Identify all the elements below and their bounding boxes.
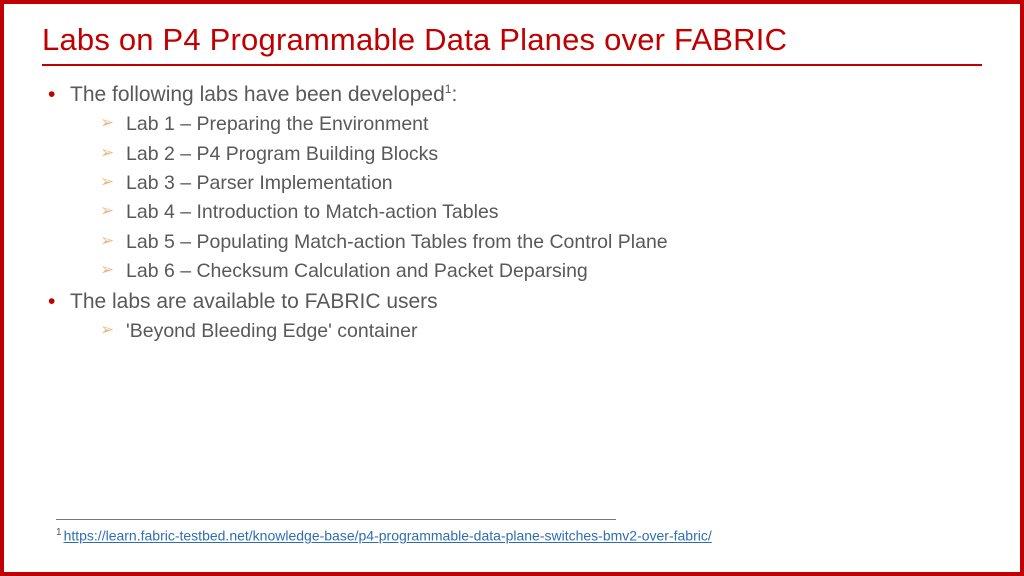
sub-item: 'Beyond Bleeding Edge' container xyxy=(100,317,982,345)
lab-item: Lab 1 – Preparing the Environment xyxy=(100,110,982,138)
slide-title: Labs on P4 Programmable Data Planes over… xyxy=(42,22,982,66)
text: The labs are available to FABRIC users xyxy=(70,290,438,313)
lab-item: Lab 6 – Checksum Calculation and Packet … xyxy=(100,257,982,285)
text: The following labs have been developed xyxy=(70,83,445,106)
footnote: 1https://learn.fabric-testbed.net/knowle… xyxy=(56,527,712,544)
lab-item: Lab 3 – Parser Implementation xyxy=(100,169,982,197)
footnote-number: 1 xyxy=(56,527,62,538)
text: : xyxy=(451,83,457,106)
footnote-divider xyxy=(56,519,616,520)
bullet-list-level1: The following labs have been developed1:… xyxy=(42,80,982,346)
bullet-item-labs-intro: The following labs have been developed1:… xyxy=(48,80,982,285)
footnote-link[interactable]: https://learn.fabric-testbed.net/knowled… xyxy=(64,528,712,544)
bullet-item-availability: The labs are available to FABRIC users '… xyxy=(48,287,982,346)
lab-item: Lab 2 – P4 Program Building Blocks xyxy=(100,140,982,168)
lab-item: Lab 4 – Introduction to Match-action Tab… xyxy=(100,198,982,226)
lab-item: Lab 5 – Populating Match-action Tables f… xyxy=(100,228,982,256)
sub-list: 'Beyond Bleeding Edge' container xyxy=(70,317,982,345)
labs-list: Lab 1 – Preparing the Environment Lab 2 … xyxy=(70,110,982,285)
slide-frame: Labs on P4 Programmable Data Planes over… xyxy=(0,0,1024,576)
slide-content: The following labs have been developed1:… xyxy=(42,80,982,346)
